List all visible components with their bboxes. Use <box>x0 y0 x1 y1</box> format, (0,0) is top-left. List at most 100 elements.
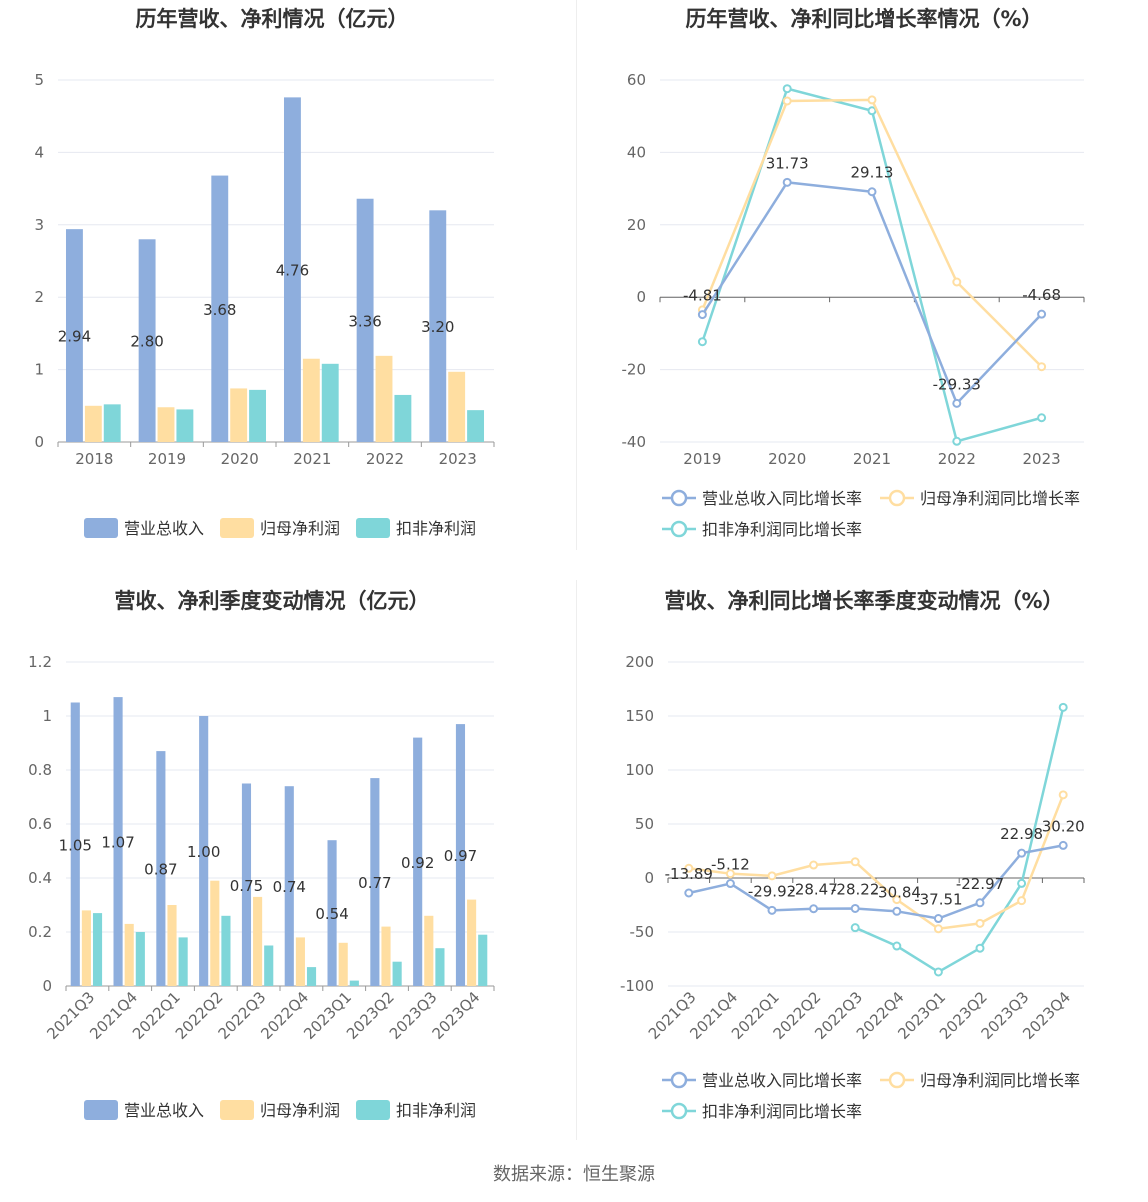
bar-0-0 <box>65 229 83 442</box>
y-tick-label: 0.4 <box>28 869 52 887</box>
legend-label: 归母净利润 <box>260 1101 340 1120</box>
legend-marker <box>888 489 906 507</box>
y-tick-label: 5 <box>34 71 44 89</box>
legend-swatch <box>220 1100 254 1120</box>
series-point-2 <box>952 436 962 446</box>
x-tick-label: 2023 <box>439 450 477 468</box>
series-point-1 <box>892 895 902 905</box>
y-tick-label: 200 <box>625 653 654 671</box>
bar-0-5 <box>429 210 447 442</box>
x-tick-label: 2022 <box>938 450 976 468</box>
series-line-2 <box>854 707 1065 974</box>
bar-0-5 <box>284 786 294 986</box>
series-point-0 <box>1058 840 1068 850</box>
series-point-1 <box>850 857 860 867</box>
bar-value-label: 1.00 <box>187 843 220 861</box>
bar-2-5 <box>467 410 485 442</box>
bar-0-3 <box>199 716 209 986</box>
bar-0-7 <box>370 778 380 986</box>
chart-title: 历年营收、净利情况（亿元） <box>136 7 409 31</box>
series-point-1 <box>767 871 777 881</box>
bar-value-label: 0.74 <box>273 878 306 896</box>
panel-divider <box>576 580 577 1140</box>
bar-value-label: 0.92 <box>401 854 434 872</box>
bar-2-9 <box>478 934 488 986</box>
bar-1-3 <box>210 880 220 986</box>
bar-0-2 <box>156 751 166 986</box>
bar-0-1 <box>113 697 123 986</box>
y-tick-label: 3 <box>34 216 44 234</box>
point-value-label: -37.51 <box>914 891 962 909</box>
chart-title: 营收、净利同比增长率季度变动情况（%） <box>664 589 1063 613</box>
bar-1-2 <box>167 905 177 986</box>
legend-swatch <box>356 518 390 538</box>
bar-1-4 <box>253 896 263 986</box>
bar-2-1 <box>176 409 194 442</box>
y-tick-label: 60 <box>627 71 646 89</box>
series-point-0 <box>933 914 943 924</box>
legend-label: 扣非净利润 <box>396 519 476 538</box>
legend: 营业总收入 归母净利润 扣非净利润 <box>84 1100 476 1120</box>
point-value-label: 31.73 <box>766 154 809 172</box>
point-value-label: -13.89 <box>665 865 713 883</box>
series-point-0 <box>975 898 985 908</box>
y-tick-label: 0.8 <box>28 761 52 779</box>
x-tick-label: 2023 <box>1023 450 1061 468</box>
point-value-label: -29.92 <box>748 882 796 900</box>
y-tick-label: 50 <box>635 815 654 833</box>
legend-label: 营业总收入 <box>124 519 204 538</box>
bar-0-2 <box>211 175 229 442</box>
bar-1-4 <box>375 355 393 442</box>
bar-0-3 <box>283 97 301 442</box>
bar-value-label: 2.80 <box>130 333 163 351</box>
x-tick-label: 2020 <box>768 450 806 468</box>
series-point-0 <box>725 879 735 889</box>
x-tick-label: 2019 <box>683 450 721 468</box>
bar-value-label: 1.07 <box>101 834 134 852</box>
series-point-1 <box>933 924 943 934</box>
legend-label: 扣非净利润同比增长率 <box>702 520 862 539</box>
y-tick-label: 150 <box>625 707 654 725</box>
series-point-2 <box>782 84 792 94</box>
y-tick-label: 0.2 <box>28 923 52 941</box>
bar-1-0 <box>84 405 102 442</box>
x-tick-label: 2018 <box>75 450 113 468</box>
point-value-label: -28.47 <box>789 881 837 899</box>
legend-label: 归母净利润同比增长率 <box>920 489 1080 508</box>
point-value-label: -29.33 <box>933 375 981 393</box>
bar-2-6 <box>349 980 359 986</box>
quarterly-growth-chart: 营收、净利同比增长率季度变动情况（%） -100 -50 0 50 100 150 200 20… <box>578 582 1148 1142</box>
x-tick-label: 2023Q4 <box>429 988 484 1043</box>
bar-value-label: 3.20 <box>421 318 454 336</box>
point-value-label: -22.97 <box>956 875 1004 893</box>
legend-label: 营业总收入同比增长率 <box>702 1071 862 1090</box>
legend-label: 归母净利润 <box>260 519 340 538</box>
bar-2-3 <box>321 363 339 442</box>
bar-value-label: 0.97 <box>444 847 477 865</box>
series-point-2 <box>933 967 943 977</box>
series-point-0 <box>782 177 792 187</box>
bar-1-2 <box>230 388 248 442</box>
legend-marker <box>670 1102 688 1120</box>
point-value-label: -30.84 <box>873 883 921 901</box>
series-point-2 <box>1058 702 1068 712</box>
bar-0-1 <box>138 239 156 442</box>
legend-swatch <box>220 518 254 538</box>
bar-2-3 <box>221 915 231 986</box>
bar-value-label: 0.75 <box>230 877 263 895</box>
bar-2-8 <box>435 948 445 986</box>
y-tick-label: 1 <box>42 707 52 725</box>
legend-marker <box>670 1071 688 1089</box>
chart-title: 历年营收、净利同比增长率情况（%） <box>685 7 1042 31</box>
x-tick-label: 2021 <box>293 450 331 468</box>
series-point-1 <box>1037 362 1047 372</box>
legend-marker <box>888 1071 906 1089</box>
y-tick-label: 100 <box>625 761 654 779</box>
bar-value-label: 3.36 <box>348 312 381 330</box>
bar-value-label: 0.77 <box>358 874 391 892</box>
bar-1-6 <box>338 942 348 986</box>
chart-title: 营收、净利季度变动情况（亿元） <box>115 589 430 613</box>
bar-2-2 <box>249 389 267 442</box>
